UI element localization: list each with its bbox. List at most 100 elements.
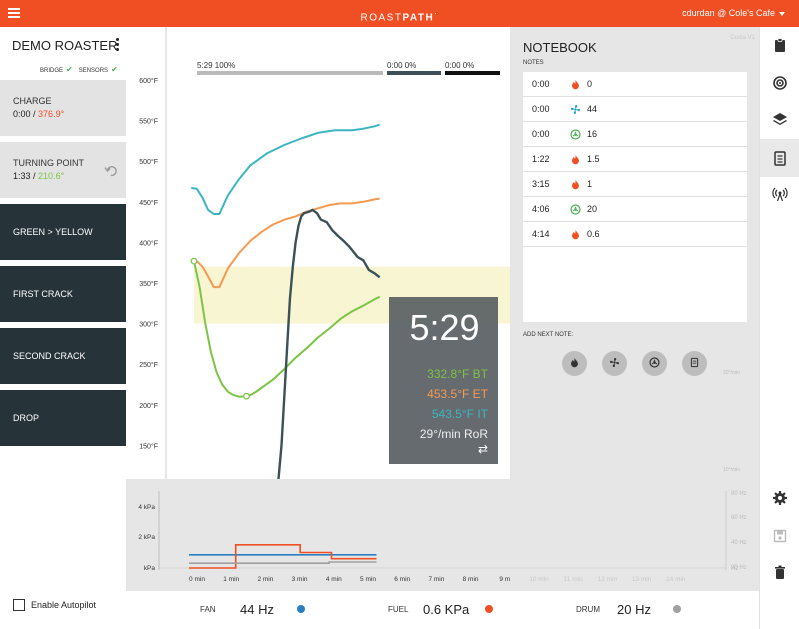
event-marker bbox=[190, 257, 198, 265]
add-drum-note-button[interactable] bbox=[642, 351, 667, 376]
broadcast-icon[interactable] bbox=[772, 186, 788, 202]
x-tick-label: 7 min bbox=[428, 576, 444, 583]
notes-list: 0:00 0 0:00 44 0:00 16 1:22 1.5 3:15 1 4:06 20 4:14 0… bbox=[523, 72, 747, 322]
bean-temp-readout: 332.8°F BT bbox=[427, 367, 488, 381]
right-tick-label: 80 Hz bbox=[731, 491, 747, 497]
rate-of-rise-readout: 29°/min RoR bbox=[419, 427, 488, 441]
control-readouts: FAN 44 Hz FUEL 0.6 KPa DRUM 20 Hz bbox=[126, 591, 759, 629]
roast-progress-label: 5:29 100% bbox=[197, 61, 236, 70]
note-row[interactable]: 4:06 20 bbox=[523, 197, 747, 222]
x-tick-label: 9 m bbox=[499, 576, 510, 583]
development-progress-label: 0:00 0% bbox=[387, 61, 417, 70]
swap-icon[interactable]: ⇄ bbox=[477, 442, 488, 456]
post-crack-progress-bar bbox=[445, 71, 500, 75]
save-icon[interactable] bbox=[772, 528, 788, 544]
fan-label: FAN bbox=[200, 605, 216, 614]
user-menu[interactable]: cdurdan @ Cole's Cafe bbox=[682, 8, 785, 18]
x-tick-label: 8 min bbox=[463, 576, 479, 583]
check-icon: ✔ bbox=[66, 65, 73, 74]
flame-icon bbox=[567, 229, 583, 240]
left-tick-label: 2 kPa bbox=[138, 534, 155, 541]
y-tick-label: 450°F bbox=[139, 199, 158, 207]
note-time: 0:00 bbox=[532, 104, 550, 114]
fan-icon bbox=[567, 104, 583, 115]
y-tick-label: 150°F bbox=[139, 442, 158, 450]
more-options-icon[interactable] bbox=[116, 38, 120, 52]
note-row[interactable]: 4:14 0.6 bbox=[523, 222, 747, 247]
first-crack-button[interactable]: FIRST CRACK bbox=[0, 266, 126, 322]
notebook-panel: NOTEBOOK Costa V1 NOTES 0:00 0 0:00 44 0:00 1… bbox=[510, 27, 759, 479]
drop-button[interactable]: DROP bbox=[0, 390, 126, 446]
autopilot-toggle[interactable]: Enable Autopilot bbox=[13, 599, 96, 611]
control-fuel-line bbox=[189, 544, 377, 569]
note-row[interactable]: 3:15 1 bbox=[523, 172, 747, 197]
note-value: 1 bbox=[587, 179, 593, 189]
development-progress-bar bbox=[387, 71, 441, 75]
note-time: 4:06 bbox=[532, 204, 550, 214]
fan-dot bbox=[297, 605, 305, 613]
note-row[interactable]: 0:00 44 bbox=[523, 97, 747, 122]
inlet-temp-readout: 543.5°F IT bbox=[431, 407, 488, 421]
x-tick-label-faint: 10 min bbox=[529, 576, 549, 583]
turning-point-event[interactable]: TURNING POINT 1:33 / 210.6° bbox=[0, 142, 126, 198]
check-icon: ✔ bbox=[111, 65, 118, 74]
note-value: 20 bbox=[587, 204, 598, 214]
fuel-dot bbox=[485, 605, 493, 613]
x-tick-label: 2 min bbox=[257, 576, 273, 583]
right-tick-label: Hz bbox=[731, 566, 738, 572]
series-ror-line bbox=[277, 208, 381, 479]
add-fan-note-button[interactable] bbox=[602, 351, 627, 376]
trash-icon[interactable] bbox=[772, 564, 788, 580]
x-tick-label-faint: 13 min bbox=[632, 576, 652, 583]
add-fuel-note-button[interactable] bbox=[562, 351, 587, 376]
charge-event[interactable]: CHARGE 0:00 / 376.9° bbox=[0, 80, 126, 136]
right-tick-label: 20 Hz bbox=[731, 565, 747, 571]
add-text-note-button[interactable] bbox=[682, 351, 707, 376]
green-yellow-button[interactable]: GREEN > YELLOW bbox=[0, 204, 126, 260]
roast-progress-bar bbox=[197, 71, 383, 75]
left-tick-label: kPa bbox=[144, 565, 156, 572]
note-row[interactable]: 1:22 1.5 bbox=[523, 147, 747, 172]
bridge-status-label: BRIDGE bbox=[40, 68, 64, 74]
development-progress: 0:00 0% bbox=[387, 61, 441, 75]
x-tick-label-faint: 11 min bbox=[564, 576, 583, 583]
note-value: 16 bbox=[587, 129, 598, 139]
y-tick-label: 500°F bbox=[139, 158, 158, 166]
clipboard-icon[interactable] bbox=[772, 37, 788, 53]
layers-icon[interactable] bbox=[772, 111, 788, 127]
event-marker bbox=[243, 392, 250, 400]
top-bar: ROASTPATH· cdurdan @ Cole's Cafe bbox=[0, 0, 799, 27]
note-time: 0:00 bbox=[532, 129, 550, 139]
active-tab-indicator bbox=[760, 139, 799, 177]
note-value: 1.5 bbox=[587, 154, 600, 164]
y-tick-label: 600°F bbox=[139, 77, 158, 85]
settings-icon[interactable] bbox=[772, 490, 788, 506]
notebook-title: NOTEBOOK bbox=[523, 40, 597, 55]
x-tick-label: 0 min bbox=[189, 576, 205, 583]
target-icon[interactable] bbox=[772, 75, 788, 91]
notebook-icon[interactable] bbox=[772, 150, 788, 166]
autopilot-checkbox[interactable] bbox=[13, 599, 25, 611]
second-crack-button[interactable]: SECOND CRACK bbox=[0, 328, 126, 384]
note-time: 3:15 bbox=[532, 179, 550, 189]
note-row[interactable]: 0:00 0 bbox=[523, 72, 747, 97]
env-temp-readout: 453.5°F ET bbox=[427, 387, 488, 401]
roaster-name: DEMO ROASTER bbox=[12, 38, 118, 53]
ror-axis-label: 20°/min bbox=[723, 370, 741, 376]
charge-value: 0:00 / 376.9° bbox=[13, 109, 65, 119]
fan-icon bbox=[609, 355, 620, 373]
left-tick-label: 4 kPa bbox=[138, 504, 155, 511]
drum-icon bbox=[567, 203, 583, 215]
y-tick-label: 350°F bbox=[139, 280, 158, 288]
note-row[interactable]: 0:00 16 bbox=[523, 122, 747, 147]
hamburger-menu-icon[interactable] bbox=[8, 6, 20, 20]
control-drum-line bbox=[189, 561, 377, 564]
undo-icon[interactable] bbox=[104, 164, 118, 178]
note-time: 4:14 bbox=[532, 229, 550, 239]
flame-icon bbox=[567, 154, 583, 165]
ror-axis-label: 10°/min bbox=[723, 467, 741, 473]
left-panel: DEMO ROASTER BRIDGE ✔ SENSORS ✔ CHARGE 0:00… bbox=[0, 27, 126, 629]
charge-label: CHARGE bbox=[13, 96, 52, 106]
post-crack-progress: 0:00 0% bbox=[445, 61, 500, 75]
